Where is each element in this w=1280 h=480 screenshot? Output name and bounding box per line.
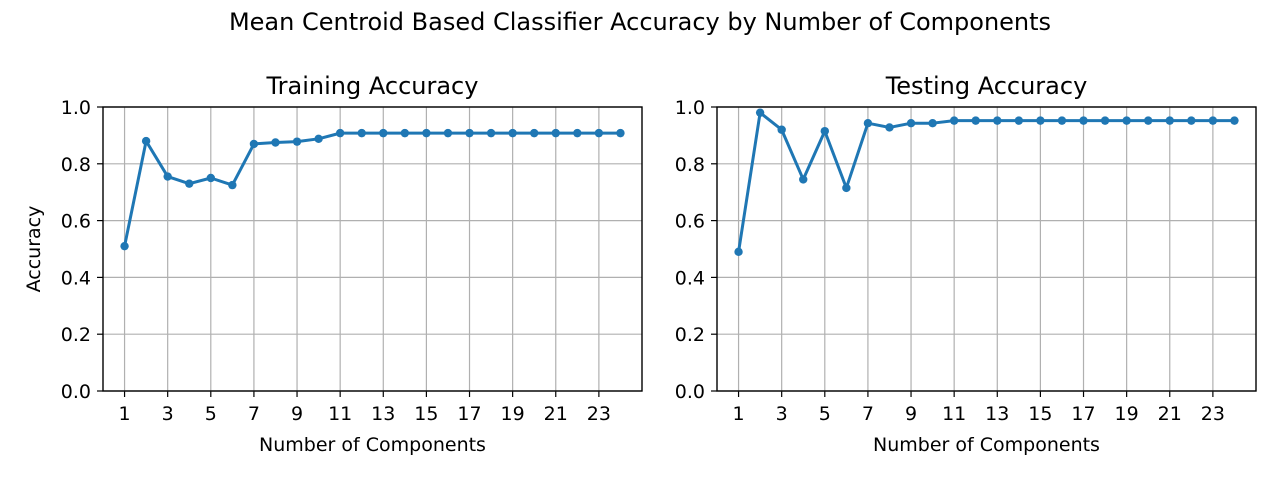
data-point (292, 137, 302, 146)
data-point (206, 173, 215, 183)
y-tick-label: 0.2 (675, 324, 705, 346)
figure-title: Mean Centroid Based Classifier Accuracy … (229, 8, 1051, 36)
y-tick-label: 1.0 (61, 97, 91, 119)
x-tick-label: 15 (414, 403, 438, 425)
series-line (737, 111, 1236, 254)
data-point (335, 128, 345, 138)
data-point (465, 128, 474, 138)
data-point (594, 128, 604, 138)
x-tick-label: 19 (501, 403, 525, 425)
data-point (820, 126, 829, 136)
x-tick-label: 11 (942, 403, 966, 425)
data-point (1144, 116, 1153, 125)
data-point (249, 139, 259, 149)
data-point (1014, 116, 1024, 125)
plot-frame (716, 106, 1257, 392)
data-point (777, 125, 786, 134)
data-point (1187, 116, 1196, 125)
data-point (993, 116, 1002, 125)
x-tick-label: 17 (457, 403, 481, 425)
data-point (863, 118, 873, 128)
data-point (422, 128, 431, 138)
y-tick-label: 0.4 (675, 267, 705, 289)
x-tick-label: 5 (819, 403, 831, 425)
data-point (185, 179, 194, 188)
panel-title: Testing Accuracy (885, 72, 1088, 100)
x-tick-label: 7 (248, 403, 260, 425)
y-tick-label: 0.6 (61, 211, 91, 233)
data-point (141, 136, 151, 146)
data-point (1057, 116, 1067, 125)
y-tick-label: 0.4 (61, 267, 91, 289)
x-tick-label: 19 (1115, 403, 1139, 425)
series-line (123, 131, 622, 248)
x-tick-label: 11 (328, 403, 352, 425)
x-tick-label: 13 (985, 403, 1009, 425)
y-axis-label: Accuracy (23, 206, 45, 293)
x-tick-label: 3 (776, 403, 788, 425)
data-point (799, 175, 808, 184)
panel-title: Training Accuracy (266, 72, 479, 100)
x-tick-label: 5 (205, 403, 217, 425)
x-axis-label: Number of Components (259, 434, 486, 456)
data-point (1230, 116, 1239, 125)
y-tick-label: 0.8 (675, 154, 705, 176)
x-tick-label: 1 (733, 403, 745, 425)
data-point (885, 123, 894, 132)
data-point (551, 128, 560, 138)
x-tick-label: 9 (905, 403, 917, 425)
data-point (400, 128, 410, 138)
y-tick-label: 0.0 (61, 381, 91, 403)
data-point (379, 128, 388, 138)
x-tick-label: 21 (1158, 403, 1182, 425)
x-tick-label: 23 (1201, 403, 1225, 425)
data-point (755, 108, 765, 117)
data-point (971, 116, 980, 125)
data-point (616, 128, 625, 138)
x-tick-label: 3 (162, 403, 174, 425)
x-tick-label: 23 (587, 403, 611, 425)
y-tick-label: 1.0 (675, 97, 705, 119)
data-point (486, 128, 496, 138)
data-point (120, 241, 129, 251)
x-tick-label: 1 (119, 403, 131, 425)
data-point (1165, 116, 1174, 125)
data-point (530, 128, 539, 138)
x-tick-label: 15 (1028, 403, 1052, 425)
data-point (508, 128, 517, 138)
data-point (314, 134, 323, 144)
data-point (1036, 116, 1045, 125)
panel-2: 1 3 5 7 9 11 13 15 17 19 21 230.00.20.40.60.81.0Tes… (675, 72, 1257, 456)
data-point (1079, 116, 1088, 125)
data-point (163, 172, 172, 181)
y-tick-label: 0.2 (61, 324, 91, 346)
x-tick-label: 7 (862, 403, 874, 425)
data-point (443, 128, 453, 138)
data-point (734, 247, 743, 257)
data-point (1208, 116, 1218, 125)
y-tick-label: 0.6 (675, 211, 705, 233)
data-point (1100, 116, 1110, 125)
x-axis-label: Number of Components (873, 434, 1100, 456)
data-point (357, 128, 366, 138)
data-point (928, 118, 937, 128)
x-tick-label: 21 (544, 403, 568, 425)
y-tick-label: 0.0 (675, 381, 705, 403)
data-point (842, 183, 851, 193)
data-point (271, 138, 280, 147)
data-point (949, 116, 959, 125)
x-tick-label: 9 (291, 403, 303, 425)
plot-frame (102, 106, 643, 392)
x-tick-label: 17 (1071, 403, 1095, 425)
panel-1: 1 3 5 7 9 11 13 15 17 19 21 230.00.20.40.60.81.0Tra… (23, 72, 643, 456)
data-point (228, 180, 237, 190)
x-tick-label: 13 (371, 403, 395, 425)
y-tick-label: 0.8 (61, 154, 91, 176)
data-point (573, 128, 582, 138)
data-point (906, 118, 916, 128)
data-point (1122, 116, 1131, 125)
